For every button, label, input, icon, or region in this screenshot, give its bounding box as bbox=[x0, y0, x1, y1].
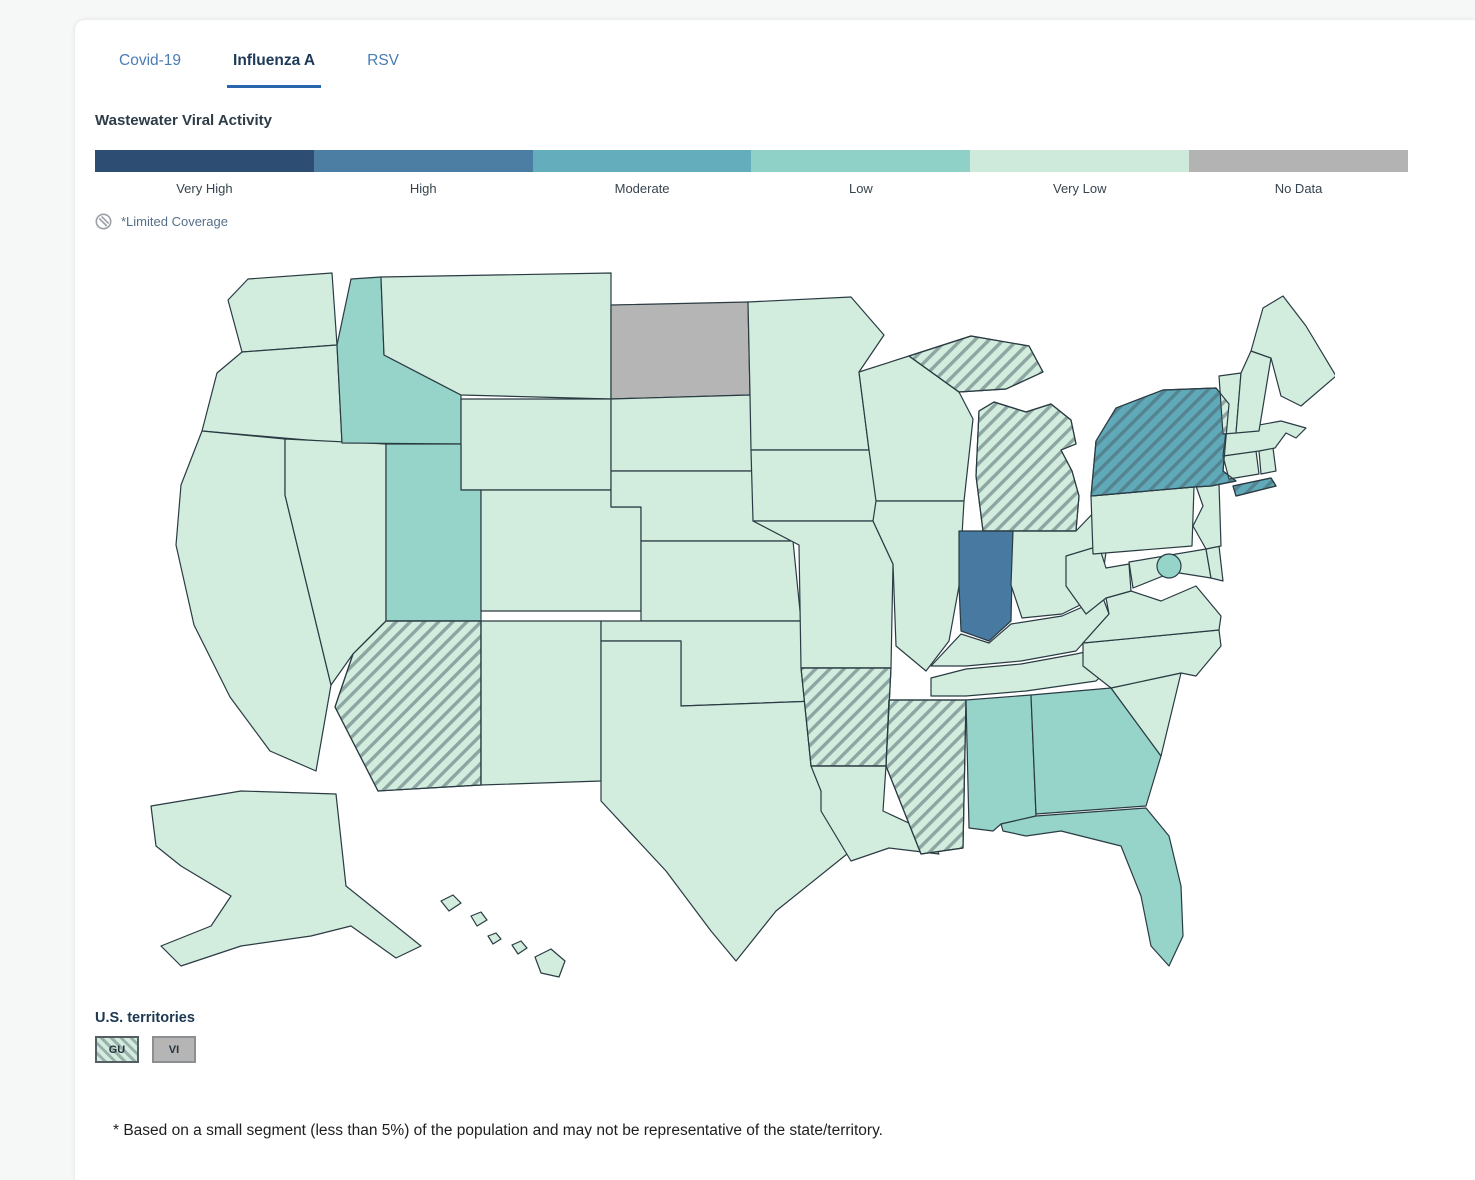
state-AL[interactable] bbox=[965, 694, 1037, 832]
legend-item-moderate: Moderate bbox=[532, 150, 752, 196]
limited-coverage-label: *Limited Coverage bbox=[121, 214, 228, 229]
territories-row: GU VI bbox=[95, 1036, 196, 1063]
state-FL[interactable] bbox=[1000, 807, 1184, 967]
footnote: * Based on a small segment (less than 5%… bbox=[113, 1122, 883, 1139]
legend-label-low: Low bbox=[848, 181, 873, 196]
legend-label-high: High bbox=[409, 181, 437, 196]
state-OR[interactable] bbox=[201, 344, 343, 444]
tab-rsv[interactable]: RSV bbox=[367, 52, 400, 69]
state-MT[interactable] bbox=[380, 272, 612, 400]
legend-swatch-low bbox=[751, 150, 971, 172]
us-map-svg bbox=[150, 272, 1337, 978]
state-DC[interactable] bbox=[1156, 553, 1182, 579]
legend-label-very-low: Very Low bbox=[1052, 181, 1107, 196]
territory-GU[interactable]: GU bbox=[95, 1036, 139, 1063]
state-KS[interactable] bbox=[640, 540, 802, 622]
virus-tabs: Covid-19 Influenza A RSV bbox=[113, 48, 405, 88]
legend-item-no-data: No Data bbox=[1189, 150, 1408, 196]
legend-swatch-very-high bbox=[95, 150, 314, 172]
legend-item-low: Low bbox=[751, 150, 971, 196]
state-SD[interactable] bbox=[610, 394, 754, 472]
state-IA[interactable] bbox=[750, 449, 886, 522]
legend-item-very-high: Very High bbox=[95, 150, 314, 196]
state-NM[interactable] bbox=[480, 620, 602, 786]
legend-swatch-no-data bbox=[1189, 150, 1408, 172]
legend-item-high: High bbox=[313, 150, 533, 196]
legend-label-moderate: Moderate bbox=[614, 181, 670, 196]
legend-swatch-moderate bbox=[532, 150, 752, 172]
legend-label-very-high: Very High bbox=[176, 181, 233, 196]
legend-swatch-very-low bbox=[970, 150, 1190, 172]
tab-covid-19[interactable]: Covid-19 bbox=[119, 52, 182, 69]
state-NJ[interactable] bbox=[1192, 483, 1222, 550]
state-AR[interactable] bbox=[800, 667, 892, 767]
page-title: Wastewater Viral Activity bbox=[95, 112, 273, 129]
legend-label-no-data: No Data bbox=[1274, 181, 1323, 196]
territory-VI[interactable]: VI bbox=[152, 1036, 196, 1063]
state-ND[interactable] bbox=[610, 301, 751, 400]
state-WA[interactable] bbox=[227, 272, 338, 353]
state-PA[interactable] bbox=[1090, 486, 1195, 555]
state-HI[interactable] bbox=[440, 894, 566, 978]
state-VA[interactable] bbox=[1082, 585, 1222, 644]
us-map bbox=[120, 245, 1337, 1000]
wastewater-activity-card: Covid-19 Influenza A RSV Wastewater Vira… bbox=[75, 20, 1475, 1180]
state-NH[interactable] bbox=[1235, 350, 1272, 434]
state-RI[interactable] bbox=[1258, 447, 1277, 475]
tab-influenza-a[interactable]: Influenza A bbox=[227, 48, 322, 88]
territories-heading: U.S. territories bbox=[95, 1010, 195, 1026]
activity-legend: Very High High Moderate Low Very Low No … bbox=[95, 150, 1408, 196]
limited-coverage-icon bbox=[95, 213, 112, 230]
legend-swatch-high bbox=[313, 150, 533, 172]
state-IN[interactable] bbox=[958, 530, 1014, 642]
state-NC[interactable] bbox=[1082, 629, 1222, 689]
state-WY[interactable] bbox=[460, 398, 612, 491]
limited-coverage-key: *Limited Coverage bbox=[95, 213, 228, 230]
state-AK[interactable] bbox=[150, 790, 422, 967]
state-GA[interactable] bbox=[1030, 687, 1162, 815]
legend-item-very-low: Very Low bbox=[970, 150, 1190, 196]
state-CO[interactable] bbox=[480, 489, 642, 612]
